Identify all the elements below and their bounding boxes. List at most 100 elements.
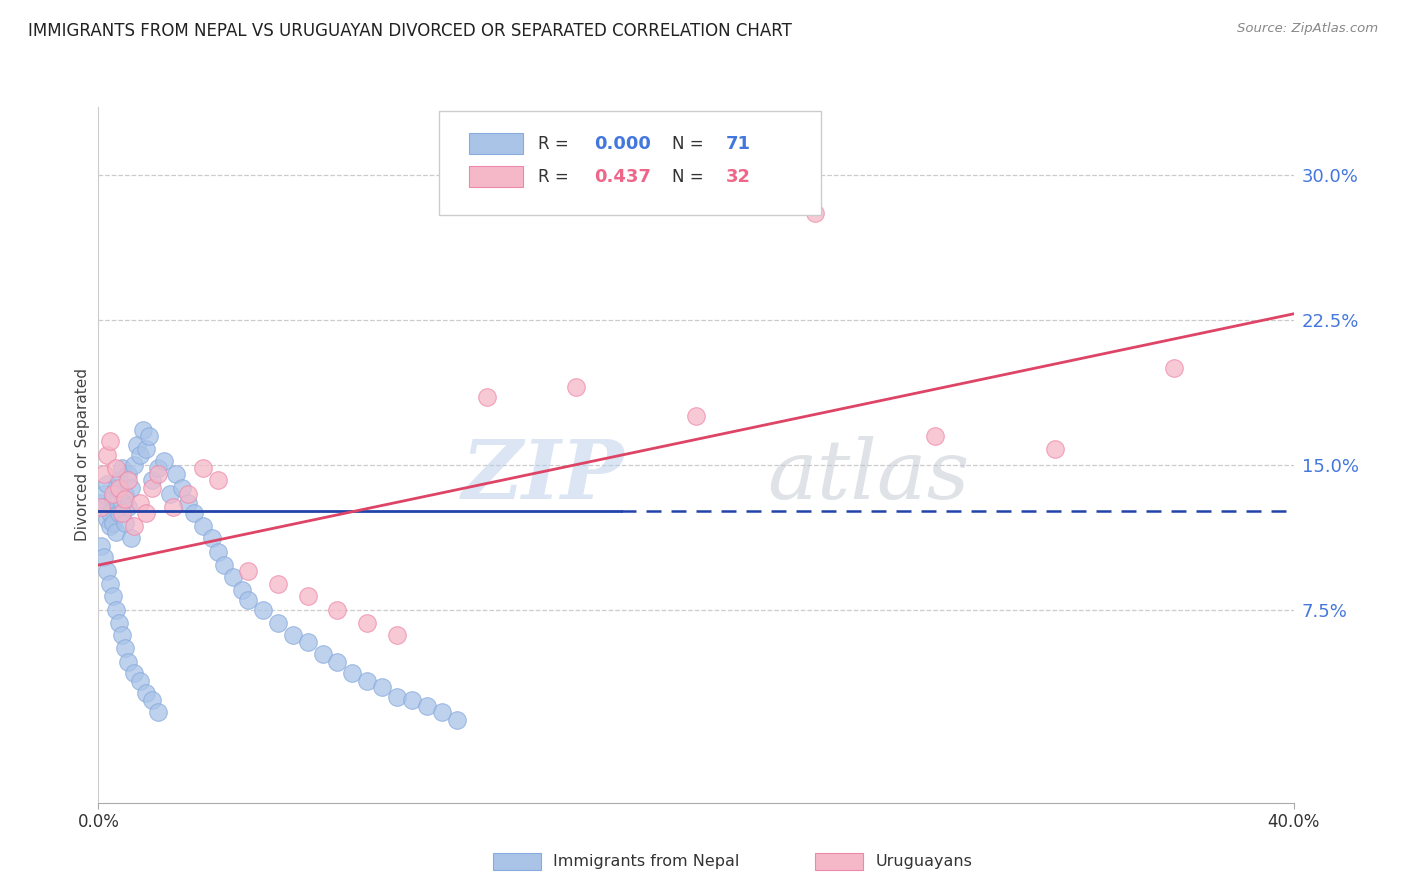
Point: [105, 525, 128, 540]
Point: [177, 486, 200, 500]
Text: IMMIGRANTS FROM NEPAL VS URUGUAYAN DIVORCED OR SEPARATED CORRELATION CHART: IMMIGRANTS FROM NEPAL VS URUGUAYAN DIVOR…: [28, 22, 792, 40]
Point: [138, 428, 160, 442]
Text: R =: R =: [538, 135, 574, 153]
Point: [804, 206, 827, 220]
Point: [103, 516, 125, 530]
Point: [162, 500, 184, 515]
Point: [108, 473, 131, 487]
Text: N =: N =: [672, 168, 709, 186]
Point: [120, 531, 142, 545]
Text: 0.000: 0.000: [595, 135, 651, 153]
Point: [135, 442, 157, 457]
Point: [565, 380, 588, 394]
Point: [267, 577, 290, 591]
Point: [172, 481, 194, 495]
Point: [135, 686, 157, 700]
Point: [191, 461, 214, 475]
Point: [148, 705, 170, 719]
Point: [212, 558, 235, 573]
Text: Uruguayans: Uruguayans: [875, 854, 972, 869]
Point: [207, 473, 229, 487]
Point: [326, 602, 349, 616]
FancyBboxPatch shape: [470, 134, 523, 154]
Point: [236, 564, 259, 578]
FancyBboxPatch shape: [470, 166, 523, 187]
Point: [148, 461, 170, 475]
Point: [103, 492, 125, 507]
Point: [159, 486, 181, 500]
Point: [105, 602, 128, 616]
Point: [129, 448, 152, 462]
Point: [326, 655, 349, 669]
Point: [297, 635, 319, 649]
Point: [103, 486, 125, 500]
Point: [96, 476, 118, 491]
Point: [114, 492, 136, 507]
Point: [100, 577, 122, 591]
Text: 32: 32: [725, 168, 751, 186]
Point: [475, 390, 498, 404]
Point: [201, 531, 224, 545]
Point: [356, 674, 378, 689]
Point: [108, 615, 131, 630]
Point: [117, 500, 139, 515]
Point: [111, 461, 134, 475]
Point: [385, 628, 409, 642]
Point: [117, 473, 139, 487]
Point: [96, 564, 118, 578]
Point: [124, 666, 146, 681]
Point: [385, 690, 409, 704]
Text: 0.437: 0.437: [595, 168, 651, 186]
Point: [100, 506, 122, 520]
Point: [141, 473, 163, 487]
Point: [124, 458, 146, 472]
Point: [267, 615, 290, 630]
Text: Immigrants from Nepal: Immigrants from Nepal: [553, 854, 740, 869]
Point: [117, 467, 139, 482]
Point: [183, 506, 205, 520]
Point: [93, 467, 115, 482]
Point: [111, 496, 134, 510]
FancyBboxPatch shape: [815, 853, 863, 871]
Point: [236, 592, 259, 607]
Point: [1163, 361, 1185, 376]
Point: [96, 448, 118, 462]
Point: [114, 516, 136, 530]
Text: atlas: atlas: [768, 436, 970, 516]
Point: [100, 434, 122, 449]
Point: [135, 506, 157, 520]
Point: [100, 519, 122, 533]
Point: [207, 544, 229, 558]
Point: [231, 583, 253, 598]
Point: [281, 628, 304, 642]
Point: [129, 674, 152, 689]
Point: [105, 481, 128, 495]
Text: Source: ZipAtlas.com: Source: ZipAtlas.com: [1237, 22, 1378, 36]
Point: [191, 519, 214, 533]
Point: [127, 438, 149, 452]
Point: [252, 602, 274, 616]
Point: [685, 409, 707, 424]
Point: [114, 641, 136, 656]
Point: [93, 486, 115, 500]
Point: [108, 481, 131, 495]
Point: [114, 486, 136, 500]
Point: [342, 666, 364, 681]
Point: [371, 680, 394, 694]
Point: [446, 713, 468, 727]
Point: [141, 481, 163, 495]
Point: [177, 496, 200, 510]
Text: 71: 71: [725, 135, 751, 153]
Point: [90, 496, 112, 510]
Point: [297, 589, 319, 603]
Text: ZIP: ZIP: [461, 436, 624, 516]
Point: [416, 699, 439, 714]
Text: N =: N =: [672, 135, 709, 153]
FancyBboxPatch shape: [494, 853, 540, 871]
Point: [96, 512, 118, 526]
Point: [111, 628, 134, 642]
Point: [924, 428, 946, 442]
Point: [90, 539, 112, 553]
FancyBboxPatch shape: [439, 111, 821, 215]
Point: [93, 500, 115, 515]
